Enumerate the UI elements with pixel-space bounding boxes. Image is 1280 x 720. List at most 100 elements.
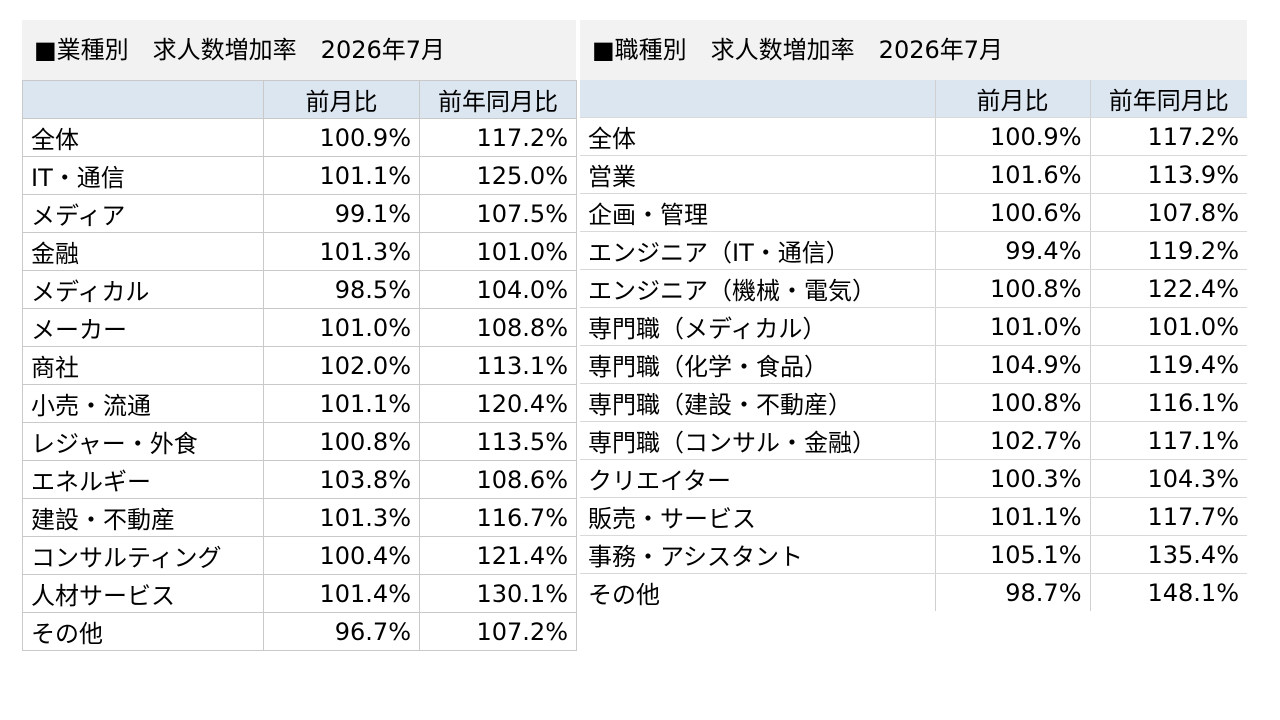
table-row: メディカル 98.5% 104.0% xyxy=(22,270,577,309)
table-row: 専門職（コンサル・金融） 102.7% 117.1% xyxy=(580,421,1247,460)
row-label: その他 xyxy=(588,581,660,609)
column-header-yoy: 前年同月比 xyxy=(419,80,577,119)
mom-value: 101.3% xyxy=(263,498,420,537)
row-label: クリエイター xyxy=(580,459,935,498)
yoy-value: 101.0% xyxy=(1089,307,1247,346)
row-label: 販売・サービス xyxy=(580,497,935,536)
table-row: その他 98.7% 148.1% xyxy=(580,573,1247,611)
table-row: 企画・管理 100.6% 107.8% xyxy=(580,193,1247,232)
row-label: コンサルティング xyxy=(22,536,264,575)
column-header-category xyxy=(580,80,935,118)
mom-value: 101.6% xyxy=(934,155,1090,194)
table-row: IT・通信 101.1% 125.0% xyxy=(22,156,577,195)
mom-value: 98.5% xyxy=(263,270,420,309)
yoy-value: 113.9% xyxy=(1089,155,1247,194)
yoy-value: 107.2% xyxy=(419,612,577,651)
mom-value: 101.0% xyxy=(263,308,420,347)
row-label: 専門職（建設・不動産） xyxy=(580,383,935,422)
row-label: エネルギー xyxy=(22,460,264,499)
yoy-value: 116.1% xyxy=(1089,383,1247,422)
row-label: IT・通信 xyxy=(22,156,264,195)
row-label: 建設・不動産 xyxy=(22,498,264,537)
column-header-mom: 前月比 xyxy=(934,80,1090,118)
row-label: 営業 xyxy=(580,155,935,194)
column-header-yoy: 前年同月比 xyxy=(1089,80,1247,118)
row-label: 専門職（化学・食品） xyxy=(580,345,935,384)
row-label: 専門職（コンサル・金融） xyxy=(580,421,935,460)
yoy-value: 119.2% xyxy=(1089,231,1247,270)
row-label: メディア xyxy=(22,194,264,233)
row-label: エンジニア（IT・通信） xyxy=(580,231,935,270)
yoy-value: 117.7% xyxy=(1089,497,1247,536)
table-row: エンジニア（IT・通信） 99.4% 119.2% xyxy=(580,231,1247,270)
yoy-value: 101.0% xyxy=(419,232,577,271)
mom-value: 105.1% xyxy=(934,535,1090,574)
industry-table: 前月比 前年同月比 全体 100.9% 117.2% IT・通信 101.1% 125.0… xyxy=(22,80,577,651)
mom-value: 99.1% xyxy=(263,194,420,233)
row-label: メーカー xyxy=(22,308,264,347)
mom-value: 100.9% xyxy=(934,117,1090,156)
yoy-value: 117.1% xyxy=(1089,421,1247,460)
table-row: 営業 101.6% 113.9% xyxy=(580,155,1247,194)
mom-value: 104.9% xyxy=(934,345,1090,384)
row-label: エンジニア（機械・電気） xyxy=(580,269,935,308)
row-label: 企画・管理 xyxy=(580,193,935,232)
mom-value: 100.3% xyxy=(934,459,1090,498)
row-label: 商社 xyxy=(22,346,264,385)
table-row: 事務・アシスタント 105.1% 135.4% xyxy=(580,535,1247,574)
yoy-value: 117.2% xyxy=(1089,117,1247,156)
mom-value: 103.8% xyxy=(263,460,420,499)
yoy-value: 135.4% xyxy=(1089,535,1247,574)
mom-value: 101.1% xyxy=(263,384,420,423)
yoy-value: 113.5% xyxy=(419,422,577,461)
occupation-panel: ■職種別 求人数増加率 2026年7月 前月比 前年同月比 全体 100.9% 11… xyxy=(580,20,1247,611)
table-row: 専門職（化学・食品） 104.9% 119.4% xyxy=(580,345,1247,384)
table-header-row: 前月比 前年同月比 xyxy=(22,80,577,119)
yoy-value: 113.1% xyxy=(419,346,577,385)
yoy-value: 108.6% xyxy=(419,460,577,499)
yoy-value: 148.1% xyxy=(1089,573,1247,611)
table-row: 商社 102.0% 113.1% xyxy=(22,346,577,385)
table-row: 専門職（建設・不動産） 100.8% 116.1% xyxy=(580,383,1247,422)
yoy-value: 130.1% xyxy=(419,574,577,613)
yoy-value: 107.5% xyxy=(419,194,577,233)
yoy-value: 104.3% xyxy=(1089,459,1247,498)
row-label: その他 xyxy=(22,612,264,651)
row-label: 全体 xyxy=(580,117,935,156)
table-row: その他 96.7% 107.2% xyxy=(22,612,577,651)
table-row: レジャー・外食 100.8% 113.5% xyxy=(22,422,577,461)
mom-value: 101.0% xyxy=(934,307,1090,346)
table-row: 人材サービス 101.4% 130.1% xyxy=(22,574,577,613)
yoy-value: 108.8% xyxy=(419,308,577,347)
row-label: 小売・流通 xyxy=(22,384,264,423)
mom-value: 102.0% xyxy=(263,346,420,385)
yoy-value: 122.4% xyxy=(1089,269,1247,308)
yoy-value: 116.7% xyxy=(419,498,577,537)
mom-value: 100.8% xyxy=(263,422,420,461)
table-row: 建設・不動産 101.3% 116.7% xyxy=(22,498,577,537)
yoy-value: 119.4% xyxy=(1089,345,1247,384)
table-header-row: 前月比 前年同月比 xyxy=(580,80,1247,118)
row-label: 全体 xyxy=(22,118,264,157)
yoy-value: 117.2% xyxy=(419,118,577,157)
mom-value: 100.8% xyxy=(934,269,1090,308)
table-row: 専門職（メディカル） 101.0% 101.0% xyxy=(580,307,1247,346)
table-row: エネルギー 103.8% 108.6% xyxy=(22,460,577,499)
table-row: エンジニア（機械・電気） 100.8% 122.4% xyxy=(580,269,1247,308)
table-row: 金融 101.3% 101.0% xyxy=(22,232,577,271)
yoy-value: 121.4% xyxy=(419,536,577,575)
industry-panel: ■業種別 求人数増加率 2026年7月 前月比 前年同月比 全体 100.9% 11… xyxy=(22,20,577,651)
table-row: 販売・サービス 101.1% 117.7% xyxy=(580,497,1247,536)
occupation-table: 前月比 前年同月比 全体 100.9% 117.2% 営業 101.6% 113.9% 企画… xyxy=(580,80,1247,611)
yoy-value: 120.4% xyxy=(419,384,577,423)
row-label: 金融 xyxy=(22,232,264,271)
table-row: 小売・流通 101.1% 120.4% xyxy=(22,384,577,423)
column-header-mom: 前月比 xyxy=(263,80,420,119)
row-label: 専門職（メディカル） xyxy=(580,307,935,346)
row-label: 事務・アシスタント xyxy=(580,535,935,574)
mom-value: 100.9% xyxy=(263,118,420,157)
row-label: 人材サービス xyxy=(22,574,264,613)
yoy-value: 107.8% xyxy=(1089,193,1247,232)
mom-value: 96.7% xyxy=(263,612,420,651)
industry-title: ■業種別 求人数増加率 2026年7月 xyxy=(22,20,576,80)
